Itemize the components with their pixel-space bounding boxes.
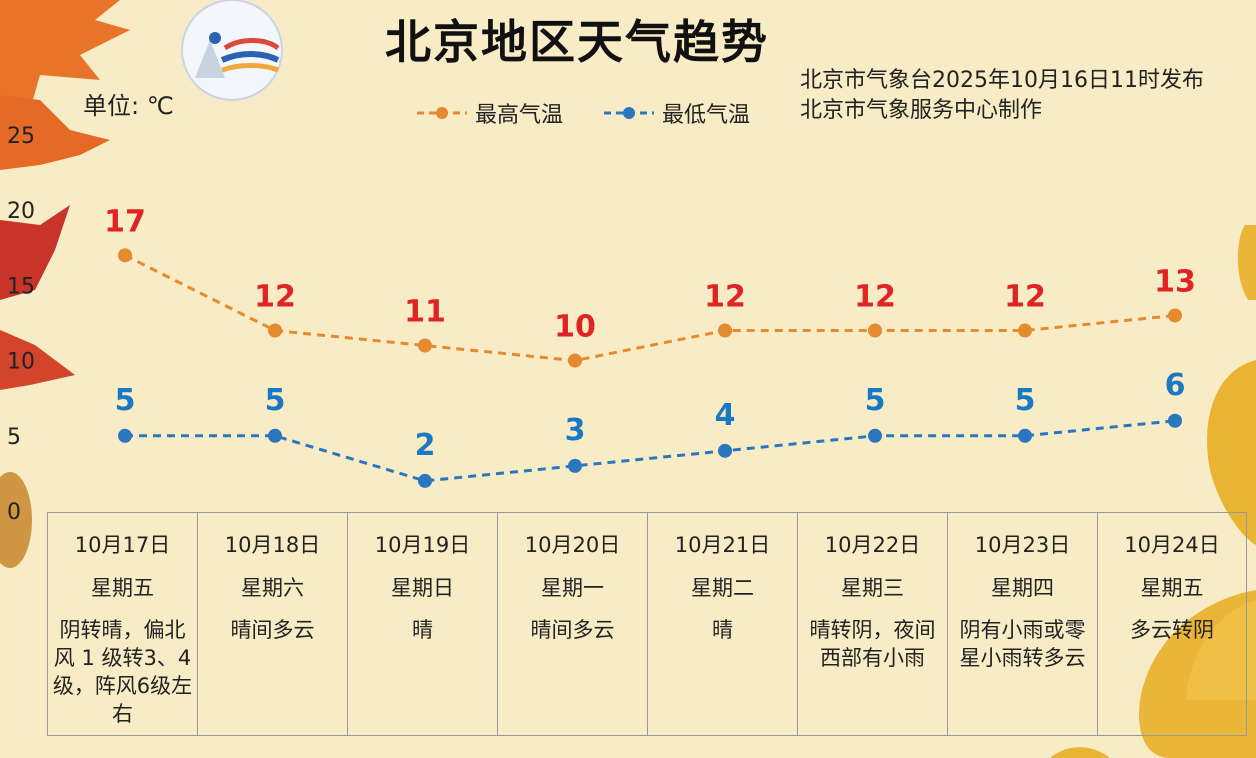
- data-label-low: 5: [1015, 383, 1036, 418]
- forecast-day-column: 10月19日 星期日晴: [347, 513, 497, 735]
- forecast-weekday: 星期四: [991, 576, 1054, 600]
- forecast-date: 10月24日: [1124, 533, 1220, 557]
- data-point-high: [1018, 323, 1032, 338]
- forecast-date: 10月23日: [974, 533, 1071, 557]
- data-point-low: [1168, 413, 1182, 428]
- data-point-low: [1018, 428, 1032, 443]
- data-point-low: [418, 473, 432, 488]
- y-tick-label: 0: [7, 500, 21, 525]
- data-label-high: 10: [554, 310, 596, 345]
- forecast-weekday: 星期五: [1140, 576, 1204, 600]
- forecast-day-column: 10月22日 星期三晴转阴，夜间西部有小雨: [797, 513, 947, 735]
- y-tick-label: 25: [7, 124, 35, 149]
- y-tick-label: 5: [7, 425, 21, 450]
- data-label-low: 6: [1165, 368, 1186, 403]
- data-label-low: 5: [115, 383, 136, 418]
- data-label-high: 12: [254, 280, 296, 315]
- forecast-weather: 晴转阴，夜间西部有小雨: [809, 618, 936, 670]
- y-tick-label: 20: [7, 199, 35, 224]
- forecast-weekday: 星期二: [691, 576, 754, 600]
- data-label-low: 5: [865, 383, 886, 418]
- legend-low-label: 最低气温: [662, 103, 751, 128]
- forecast-weather: 晴间多云: [530, 618, 615, 642]
- data-label-high: 13: [1154, 264, 1196, 299]
- forecast-date: 10月19日: [374, 533, 471, 557]
- forecast-table: 10月17日 星期五 阴转晴，偏北风 1 级转3、4级，阵风6级左右 10月18日 星期…: [47, 512, 1247, 736]
- data-point-high: [268, 323, 282, 338]
- forecast-weather: 阴有小雨或零星小雨转多云: [959, 618, 1086, 670]
- forecast-weather: 晴间多云: [230, 618, 315, 642]
- data-point-high: [118, 248, 132, 263]
- legend-low-marker: [604, 107, 654, 119]
- forecast-date: 10月18日: [224, 533, 321, 557]
- series-line-high: [124, 253, 1176, 363]
- forecast-weather: 晴: [412, 618, 433, 642]
- ginkgo-leaf-decoration: [1050, 225, 1256, 758]
- legend-high-label: 最高气温: [475, 103, 564, 128]
- legend-high-marker: [417, 107, 467, 119]
- forecast-weekday: 星期六: [241, 576, 304, 600]
- data-label-high: 17: [104, 204, 146, 239]
- legend-high: 最高气温: [417, 98, 563, 128]
- issuer-line-2: 北京市气象服务中心制作: [800, 98, 1043, 123]
- data-label-high: 12: [1004, 280, 1046, 315]
- forecast-date: 10月20日: [524, 533, 621, 557]
- forecast-day-column: 10月20日 星期一晴间多云: [497, 513, 647, 735]
- forecast-weather: 晴: [712, 618, 733, 642]
- forecast-day-column: 10月17日 星期五阴转晴，偏北风 1 级转3、4级，阵风6级左右: [47, 513, 197, 735]
- maple-leaf-decoration: [0, 0, 130, 568]
- data-label-low: 3: [565, 413, 586, 448]
- data-point-high: [568, 353, 582, 368]
- forecast-day-column: 10月23日 星期四阴有小雨或零星小雨转多云: [947, 513, 1097, 735]
- meteorological-logo: [181, 0, 283, 101]
- y-tick-label: 15: [7, 274, 35, 299]
- data-point-high: [868, 323, 882, 338]
- forecast-date: 10月21日: [674, 533, 771, 557]
- data-point-low: [718, 443, 732, 458]
- forecast-weather: 阴转晴，偏北风 1 级转3、4级，阵风6级左右: [52, 618, 193, 726]
- forecast-weekday: 星期三: [841, 576, 904, 600]
- forecast-date: 10月17日: [74, 533, 171, 557]
- forecast-weekday: 星期五: [91, 576, 154, 600]
- forecast-day-column: 10月21日 星期二晴: [647, 513, 797, 735]
- data-label-high: 12: [854, 280, 896, 315]
- y-tick-label: 10: [7, 350, 35, 375]
- data-point-low: [868, 428, 882, 443]
- data-point-low: [568, 458, 582, 473]
- data-point-high: [418, 338, 432, 353]
- data-label-low: 5: [265, 383, 286, 418]
- issuer-line-1: 北京市气象台2025年10月16日11时发布: [800, 68, 1204, 93]
- forecast-day-column: 10月18日 星期六晴间多云: [197, 513, 347, 735]
- data-point-high: [1168, 308, 1182, 323]
- data-point-low: [118, 428, 132, 443]
- page-title: 北京地区天气趋势: [385, 15, 769, 69]
- forecast-weekday: 星期一: [541, 576, 604, 600]
- data-label-high: 12: [704, 280, 746, 315]
- forecast-weather: 多云转阴: [1130, 618, 1214, 642]
- data-point-high: [718, 323, 732, 338]
- series-line-low: [125, 419, 1176, 483]
- forecast-day-column: 10月24日 星期五多云转阴: [1097, 513, 1247, 735]
- data-label-low: 2: [415, 428, 436, 463]
- data-label-low: 4: [715, 398, 736, 433]
- data-label-high: 11: [404, 295, 446, 330]
- forecast-date: 10月22日: [824, 533, 921, 557]
- data-point-low: [268, 428, 282, 443]
- legend-low: 最低气温: [604, 98, 750, 128]
- forecast-weekday: 星期日: [391, 576, 454, 600]
- unit-label: 单位: ℃: [83, 92, 174, 120]
